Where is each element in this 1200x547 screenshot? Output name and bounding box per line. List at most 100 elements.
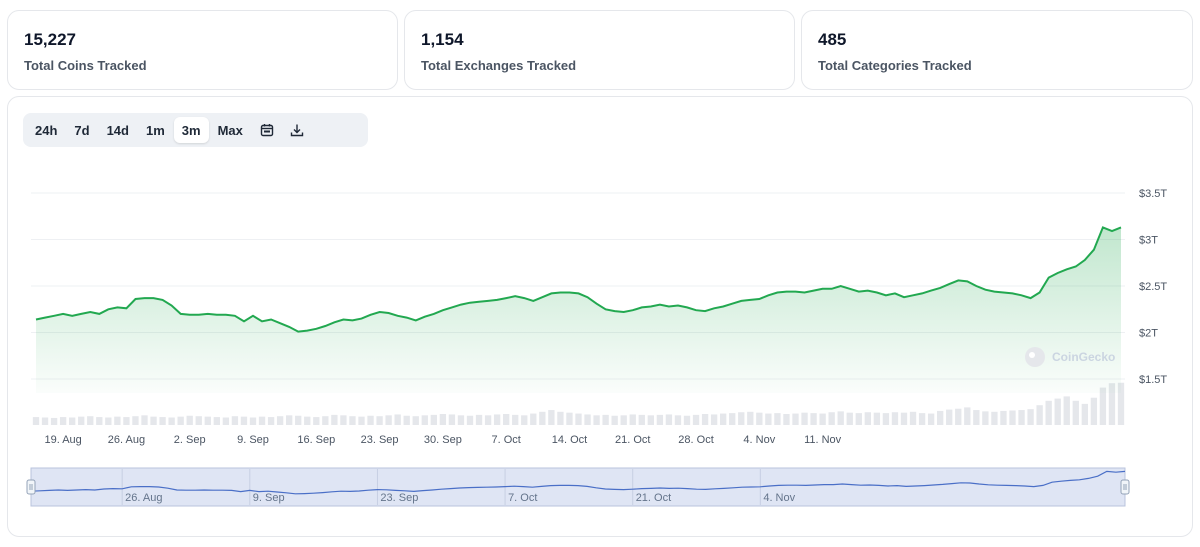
volume-bar xyxy=(882,413,890,425)
chart-navigator[interactable]: 26. Aug 9. Sep 23. Sep 7. Oct 21. Oct 4. Nov xyxy=(26,467,1130,507)
volume-bar xyxy=(69,417,76,425)
stat-label-categories: Total Categories Tracked xyxy=(818,58,972,73)
volume-bar xyxy=(503,414,510,425)
volume-bar xyxy=(765,413,772,425)
volume-bar xyxy=(530,413,537,425)
volume-bar xyxy=(900,412,908,425)
y-tick-label: $3.5T xyxy=(1139,188,1167,200)
volume-bar xyxy=(213,417,220,425)
y-tick-label: $3T xyxy=(1139,235,1158,247)
range-button-max[interactable]: Max xyxy=(217,122,243,138)
volume-bar xyxy=(457,415,465,425)
volume-bar xyxy=(665,414,673,425)
volume-bar xyxy=(231,416,239,425)
volume-bar xyxy=(873,412,881,425)
range-button-14d[interactable]: 14d xyxy=(106,122,129,138)
volume-bar xyxy=(674,415,682,425)
volume-bar xyxy=(1117,382,1125,425)
volume-bar xyxy=(1018,410,1025,425)
volume-bar xyxy=(683,415,691,425)
navigator-left-handle[interactable] xyxy=(26,479,36,495)
volume-bar xyxy=(258,416,266,425)
volume-bar xyxy=(801,412,808,425)
volume-bar xyxy=(96,417,103,425)
x-tick-label: 28. Oct xyxy=(678,434,713,446)
stat-label-exchanges: Total Exchanges Tracked xyxy=(421,58,577,73)
stat-value-coins: 15,227 xyxy=(24,30,76,49)
stat-card-exchanges: 1,154 Total Exchanges Tracked xyxy=(404,10,795,90)
download-icon[interactable] xyxy=(282,117,312,143)
range-button-3m[interactable]: 3m xyxy=(173,117,209,143)
x-tick-label: 30. Sep xyxy=(424,434,462,446)
volume-bar xyxy=(1063,396,1070,425)
volume-bar xyxy=(385,415,392,425)
volume-bar xyxy=(620,415,627,425)
volume-bar xyxy=(59,417,67,425)
volume-bar xyxy=(566,412,573,425)
range-button-7d[interactable]: 7d xyxy=(74,122,90,138)
navigator-right-handle[interactable] xyxy=(1120,479,1130,495)
volume-bar xyxy=(629,414,636,425)
volume-bar xyxy=(548,410,555,425)
volume-bar xyxy=(105,417,112,425)
navigator-tick-label: 9. Sep xyxy=(253,492,285,504)
chart-range-toolbar: 24h 7d 14d 1m 3m Max xyxy=(23,113,368,147)
volume-bar xyxy=(982,411,989,425)
volume-bar xyxy=(557,411,564,425)
x-tick-label: 9. Sep xyxy=(237,434,269,446)
volume-bar xyxy=(1054,398,1061,425)
volume-bar xyxy=(593,415,600,425)
market-cap-area xyxy=(36,227,1121,393)
volume-bar xyxy=(322,416,329,425)
volume-bar xyxy=(810,413,817,425)
y-tick-label: $2.5T xyxy=(1139,281,1167,293)
x-tick-label: 16. Sep xyxy=(297,434,335,446)
watermark-text: CoinGecko xyxy=(1052,350,1115,364)
volume-bar xyxy=(394,414,401,425)
volume-bar xyxy=(141,415,148,425)
x-tick-label: 14. Oct xyxy=(552,434,587,446)
volume-bar xyxy=(783,414,790,425)
volume-bar xyxy=(819,413,826,425)
volume-bar xyxy=(602,414,609,425)
volume-bar xyxy=(1099,387,1107,425)
volume-bar xyxy=(484,415,492,425)
range-button-1m[interactable]: 1m xyxy=(145,122,165,138)
volume-bar xyxy=(50,417,58,425)
volume-bar xyxy=(349,416,356,425)
volume-bar xyxy=(891,412,899,425)
volume-bar xyxy=(1036,405,1043,425)
stat-label-coins: Total Coins Tracked xyxy=(24,58,147,73)
volume-bar xyxy=(87,416,94,425)
range-button-24h[interactable]: 24h xyxy=(35,122,58,138)
volume-bar xyxy=(964,407,971,425)
x-tick-label: 23. Sep xyxy=(361,434,399,446)
volume-bar xyxy=(195,416,202,425)
volume-bar xyxy=(358,416,365,425)
volume-bar xyxy=(295,415,302,425)
navigator-tick-label: 23. Sep xyxy=(380,492,418,504)
volume-bar xyxy=(937,410,944,425)
volume-bar xyxy=(584,414,591,425)
volume-bar xyxy=(1045,400,1052,425)
volume-bar xyxy=(611,415,618,425)
x-tick-label: 2. Sep xyxy=(174,434,206,446)
volume-bar xyxy=(249,417,257,425)
volume-bar xyxy=(403,415,410,425)
volume-bar xyxy=(286,415,293,425)
calendar-icon[interactable] xyxy=(252,117,282,143)
volume-bar xyxy=(222,417,230,425)
volume-bar xyxy=(204,416,211,425)
volume-bar xyxy=(114,416,121,425)
volume-bar xyxy=(864,412,871,425)
navigator-tick-label: 7. Oct xyxy=(508,492,537,504)
volume-bar xyxy=(575,413,582,425)
stat-card-coins: 15,227 Total Coins Tracked xyxy=(7,10,398,90)
stat-value-exchanges: 1,154 xyxy=(421,30,464,49)
coingecko-watermark: CoinGecko xyxy=(1025,347,1115,367)
volume-bar xyxy=(1072,400,1079,425)
volume-bar xyxy=(701,414,709,425)
volume-bar xyxy=(313,417,320,425)
volume-bar xyxy=(1108,383,1116,425)
